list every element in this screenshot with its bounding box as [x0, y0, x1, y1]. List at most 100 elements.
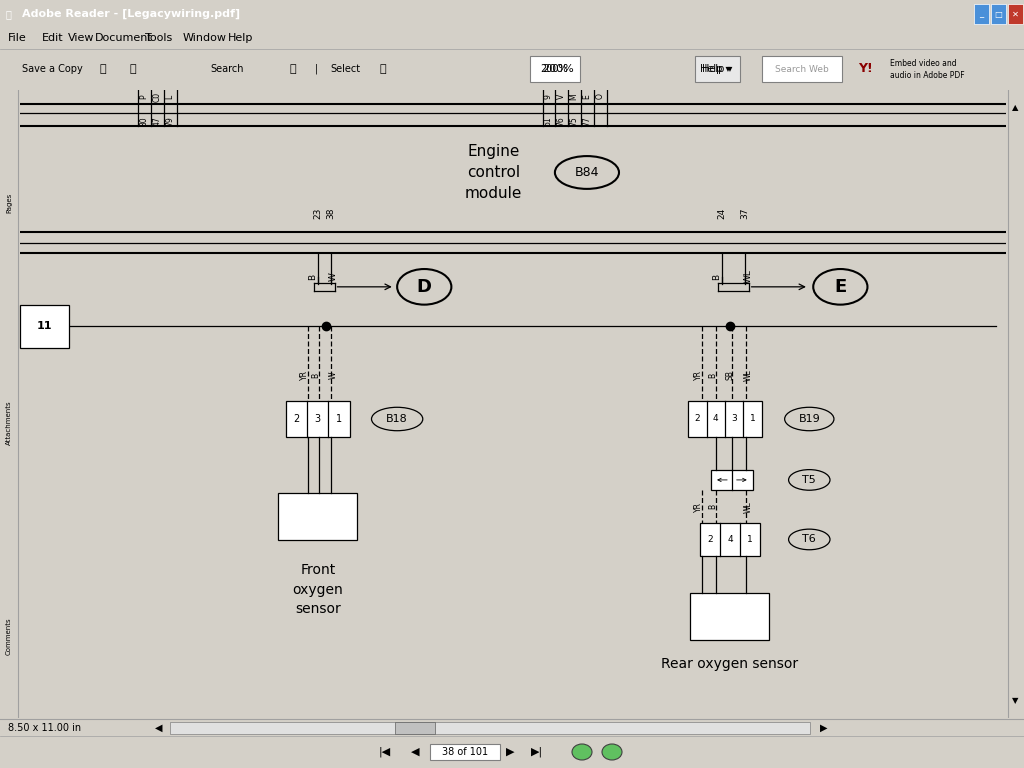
Bar	[430, 744, 500, 760]
Text: 61: 61	[544, 116, 553, 126]
Bar	[974, 4, 989, 24]
Text: ◀: ◀	[411, 747, 419, 757]
Text: 2: 2	[293, 414, 300, 424]
Text: B18: B18	[386, 414, 408, 424]
Text: D: D	[417, 278, 432, 296]
Text: Help ▾: Help ▾	[701, 64, 732, 74]
Text: L: L	[165, 94, 174, 98]
Text: B: B	[311, 372, 321, 378]
Bar	[762, 56, 842, 82]
Text: 2: 2	[708, 535, 713, 544]
Text: Window: Window	[183, 33, 227, 43]
Text: ▲: ▲	[1012, 103, 1018, 111]
Text: Edit: Edit	[42, 33, 63, 43]
Text: 8.50 x 11.00 in: 8.50 x 11.00 in	[8, 723, 81, 733]
Text: 1: 1	[750, 415, 756, 423]
Text: ✋: ✋	[290, 64, 297, 74]
Bar	[688, 401, 762, 437]
Text: Save a Copy: Save a Copy	[22, 64, 83, 74]
Text: Pages: Pages	[6, 193, 12, 214]
Ellipse shape	[602, 744, 622, 760]
Text: E: E	[835, 278, 847, 296]
Text: 📄: 📄	[6, 9, 12, 19]
Text: 80: 80	[139, 116, 148, 126]
Text: 77: 77	[583, 116, 592, 126]
Text: 4: 4	[713, 415, 719, 423]
Text: 24: 24	[718, 208, 727, 220]
Text: ▶: ▶	[820, 723, 827, 733]
Text: Help ▾: Help ▾	[700, 64, 730, 74]
Text: 37: 37	[740, 208, 750, 220]
Text: 79: 79	[165, 116, 174, 126]
Text: 📷: 📷	[380, 64, 387, 74]
Text: Help: Help	[228, 33, 253, 43]
Text: SB: SB	[725, 370, 734, 380]
Text: 76: 76	[557, 116, 566, 126]
Text: 4: 4	[727, 535, 733, 544]
Text: WL: WL	[744, 501, 754, 512]
Text: WL: WL	[744, 369, 754, 381]
Text: 2: 2	[694, 415, 700, 423]
Text: 1: 1	[336, 414, 342, 424]
Text: ▶: ▶	[506, 747, 514, 757]
Text: Rear oxygen sensor: Rear oxygen sensor	[662, 657, 799, 671]
Text: T6: T6	[803, 535, 816, 545]
Bar	[279, 493, 357, 540]
Text: 11: 11	[37, 321, 52, 331]
Text: YR: YR	[694, 370, 702, 380]
Text: B: B	[709, 372, 718, 378]
Text: B: B	[308, 273, 317, 280]
Text: Tools: Tools	[145, 33, 172, 43]
Text: Search: Search	[210, 64, 244, 74]
Text: 200%: 200%	[540, 64, 567, 74]
Text: Embed video and: Embed video and	[890, 58, 956, 68]
Bar	[1008, 4, 1023, 24]
Ellipse shape	[572, 744, 592, 760]
Text: WL: WL	[744, 270, 754, 283]
Text: B19: B19	[799, 414, 820, 424]
Text: 23: 23	[313, 208, 323, 220]
Text: W: W	[329, 371, 338, 379]
Text: W: W	[329, 272, 338, 281]
Text: 200%: 200%	[542, 64, 573, 74]
Text: 🔍: 🔍	[130, 64, 136, 74]
Text: B: B	[709, 504, 718, 509]
Text: _: _	[979, 9, 984, 18]
Text: B: B	[713, 273, 722, 280]
Text: 38: 38	[326, 208, 335, 220]
Text: 3: 3	[314, 414, 321, 424]
Text: 🖨: 🖨	[100, 64, 106, 74]
Text: Attachments: Attachments	[6, 401, 12, 445]
Text: |: |	[315, 64, 318, 74]
Bar	[700, 523, 760, 556]
Text: Y!: Y!	[858, 62, 872, 75]
Bar	[170, 722, 810, 734]
Text: 9: 9	[544, 94, 553, 99]
Text: V: V	[557, 94, 566, 99]
Bar	[712, 469, 753, 490]
Text: audio in Adobe PDF: audio in Adobe PDF	[890, 71, 965, 80]
Text: 75: 75	[569, 116, 579, 126]
Text: 47: 47	[153, 116, 162, 126]
Text: B84: B84	[574, 166, 599, 179]
Text: Search Web: Search Web	[775, 65, 828, 74]
Text: Front
oxygen
sensor: Front oxygen sensor	[293, 564, 343, 617]
Bar	[690, 594, 769, 641]
Text: 3: 3	[731, 415, 737, 423]
Bar	[991, 4, 1006, 24]
Text: View: View	[68, 33, 94, 43]
Bar	[695, 56, 740, 82]
Text: □: □	[994, 9, 1002, 18]
Text: C0: C0	[153, 91, 162, 101]
Text: Engine
control
module: Engine control module	[465, 144, 522, 201]
Bar	[286, 401, 350, 437]
Bar	[530, 56, 580, 82]
Text: 38 of 101: 38 of 101	[442, 747, 488, 757]
Text: P: P	[139, 94, 148, 99]
Text: YR: YR	[300, 370, 309, 380]
Text: Adobe Reader - [Legacywiring.pdf]: Adobe Reader - [Legacywiring.pdf]	[22, 9, 240, 19]
Text: |◀: |◀	[379, 746, 391, 757]
Bar	[395, 722, 435, 734]
Text: ◀: ◀	[155, 723, 163, 733]
Text: ✕: ✕	[1012, 9, 1019, 18]
